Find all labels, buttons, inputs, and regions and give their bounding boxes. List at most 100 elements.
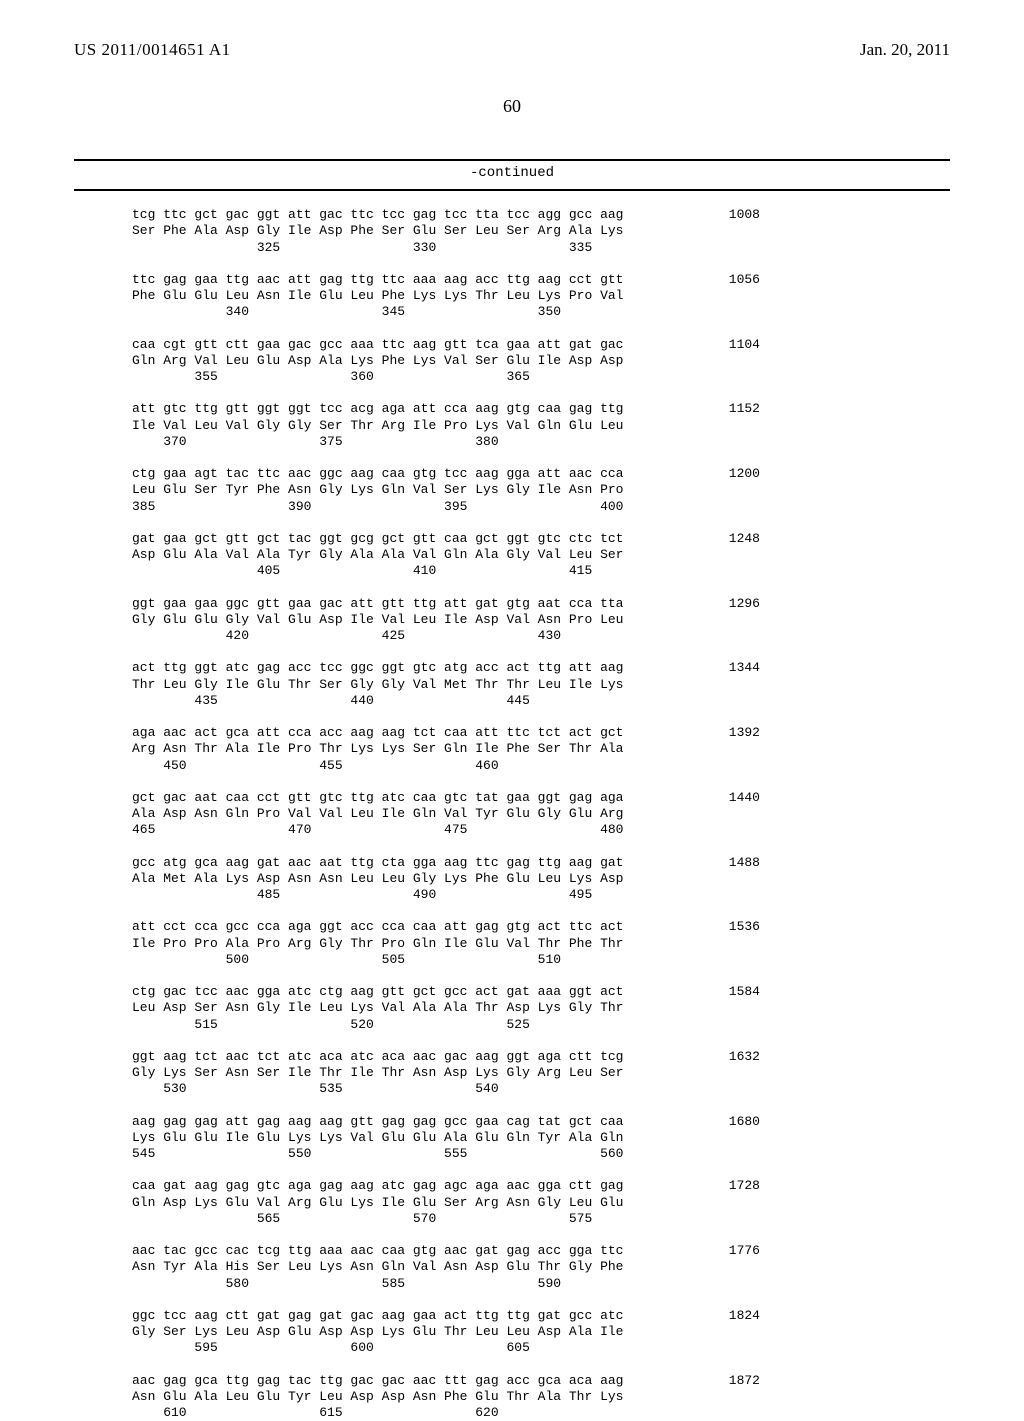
publication-number: US 2011/0014651 A1 <box>74 40 231 60</box>
codon-line: ctg gaa agt tac ttc aac ggc aag caa gtg … <box>132 466 950 482</box>
sequence-block: 1008tcg ttc gct gac ggt att gac ttc tcc … <box>132 207 950 256</box>
position-markers: 610 615 620 <box>132 1405 950 1421</box>
sequence-block: 1776aac tac gcc cac tcg ttg aaa aac caa … <box>132 1243 950 1292</box>
codon-line: aag gag gag att gag aag aag gtt gag gag … <box>132 1114 950 1130</box>
sequence-block: 1392aga aac act gca att cca acc aag aag … <box>132 725 950 774</box>
amino-acid-line: Leu Asp Ser Asn Gly Ile Leu Lys Val Ala … <box>132 1000 950 1016</box>
sequence-block: 1632ggt aag tct aac tct atc aca atc aca … <box>132 1049 950 1098</box>
codon-line: act ttg ggt atc gag acc tcc ggc ggt gtc … <box>132 660 950 676</box>
position-markers: 420 425 430 <box>132 628 950 644</box>
position-markers: 500 505 510 <box>132 952 950 968</box>
amino-acid-line: Ala Met Ala Lys Asp Asn Asn Leu Leu Gly … <box>132 871 950 887</box>
publication-date: Jan. 20, 2011 <box>860 40 950 60</box>
position-markers: 580 585 590 <box>132 1276 950 1292</box>
amino-acid-line: Phe Glu Glu Leu Asn Ile Glu Leu Phe Lys … <box>132 288 950 304</box>
amino-acid-line: Ser Phe Ala Asp Gly Ile Asp Phe Ser Glu … <box>132 223 950 239</box>
codon-line: ggc tcc aag ctt gat gag gat gac aag gaa … <box>132 1308 950 1324</box>
sequence-block: 1344act ttg ggt atc gag acc tcc ggc ggt … <box>132 660 950 709</box>
nucleotide-position: 1296 <box>729 596 760 612</box>
sequence-block: 1296ggt gaa gaa ggc gtt gaa gac att gtt … <box>132 596 950 645</box>
sequence-block: 1248gat gaa gct gtt gct tac ggt gcg gct … <box>132 531 950 580</box>
amino-acid-line: Ile Val Leu Val Gly Gly Ser Thr Arg Ile … <box>132 418 950 434</box>
position-markers: 465 470 475 480 <box>132 822 950 838</box>
codon-line: gat gaa gct gtt gct tac ggt gcg gct gtt … <box>132 531 950 547</box>
nucleotide-position: 1632 <box>729 1049 760 1065</box>
amino-acid-line: Gln Asp Lys Glu Val Arg Glu Lys Ile Glu … <box>132 1195 950 1211</box>
nucleotide-position: 1584 <box>729 984 760 1000</box>
nucleotide-position: 1824 <box>729 1308 760 1324</box>
position-markers: 355 360 365 <box>132 369 950 385</box>
nucleotide-position: 1776 <box>729 1243 760 1259</box>
position-markers: 340 345 350 <box>132 304 950 320</box>
nucleotide-position: 1152 <box>729 401 760 417</box>
page-number: 60 <box>74 96 950 117</box>
codon-line: aga aac act gca att cca acc aag aag tct … <box>132 725 950 741</box>
codon-line: aac gag gca ttg gag tac ttg gac gac aac … <box>132 1373 950 1389</box>
nucleotide-position: 1680 <box>729 1114 760 1130</box>
amino-acid-line: Ala Asp Asn Gln Pro Val Val Leu Ile Gln … <box>132 806 950 822</box>
amino-acid-line: Gln Arg Val Leu Glu Asp Ala Lys Phe Lys … <box>132 353 950 369</box>
position-markers: 325 330 335 <box>132 240 950 256</box>
amino-acid-line: Asp Glu Ala Val Ala Tyr Gly Ala Ala Val … <box>132 547 950 563</box>
position-markers: 595 600 605 <box>132 1340 950 1356</box>
position-markers: 565 570 575 <box>132 1211 950 1227</box>
codon-line: ctg gac tcc aac gga atc ctg aag gtt gct … <box>132 984 950 1000</box>
rule-mid <box>74 189 950 191</box>
sequence-block: 1728caa gat aag gag gtc aga gag aag atc … <box>132 1178 950 1227</box>
position-markers: 545 550 555 560 <box>132 1146 950 1162</box>
sequence-block: 1056ttc gag gaa ttg aac att gag ttg ttc … <box>132 272 950 321</box>
sequence-block: 1104caa cgt gtt ctt gaa gac gcc aaa ttc … <box>132 337 950 386</box>
nucleotide-position: 1056 <box>729 272 760 288</box>
codon-line: tcg ttc gct gac ggt att gac ttc tcc gag … <box>132 207 950 223</box>
amino-acid-line: Thr Leu Gly Ile Glu Thr Ser Gly Gly Val … <box>132 677 950 693</box>
amino-acid-line: Arg Asn Thr Ala Ile Pro Thr Lys Lys Ser … <box>132 741 950 757</box>
codon-line: ggt gaa gaa ggc gtt gaa gac att gtt ttg … <box>132 596 950 612</box>
codon-line: ttc gag gaa ttg aac att gag ttg ttc aaa … <box>132 272 950 288</box>
position-markers: 370 375 380 <box>132 434 950 450</box>
nucleotide-position: 1488 <box>729 855 760 871</box>
codon-line: aac tac gcc cac tcg ttg aaa aac caa gtg … <box>132 1243 950 1259</box>
sequence-block: 1536att cct cca gcc cca aga ggt acc cca … <box>132 919 950 968</box>
nucleotide-position: 1008 <box>729 207 760 223</box>
nucleotide-position: 1536 <box>729 919 760 935</box>
nucleotide-position: 1200 <box>729 466 760 482</box>
sequence-listing: 1008tcg ttc gct gac ggt att gac ttc tcc … <box>74 207 950 1421</box>
rule-top <box>74 159 950 161</box>
amino-acid-line: Lys Glu Glu Ile Glu Lys Lys Val Glu Glu … <box>132 1130 950 1146</box>
nucleotide-position: 1104 <box>729 337 760 353</box>
codon-line: ggt aag tct aac tct atc aca atc aca aac … <box>132 1049 950 1065</box>
amino-acid-line: Gly Glu Glu Gly Val Glu Asp Ile Val Leu … <box>132 612 950 628</box>
position-markers: 450 455 460 <box>132 758 950 774</box>
sequence-block: 1584ctg gac tcc aac gga atc ctg aag gtt … <box>132 984 950 1033</box>
sequence-block: 1152att gtc ttg gtt ggt ggt tcc acg aga … <box>132 401 950 450</box>
sequence-block: 1824ggc tcc aag ctt gat gag gat gac aag … <box>132 1308 950 1357</box>
sequence-block: 1488gcc atg gca aag gat aac aat ttg cta … <box>132 855 950 904</box>
position-markers: 385 390 395 400 <box>132 499 950 515</box>
nucleotide-position: 1440 <box>729 790 760 806</box>
codon-line: caa cgt gtt ctt gaa gac gcc aaa ttc aag … <box>132 337 950 353</box>
nucleotide-position: 1344 <box>729 660 760 676</box>
codon-line: att cct cca gcc cca aga ggt acc cca caa … <box>132 919 950 935</box>
continued-label: -continued <box>74 165 950 181</box>
sequence-block: 1872aac gag gca ttg gag tac ttg gac gac … <box>132 1373 950 1421</box>
codon-line: gcc atg gca aag gat aac aat ttg cta gga … <box>132 855 950 871</box>
codon-line: att gtc ttg gtt ggt ggt tcc acg aga att … <box>132 401 950 417</box>
sequence-block: 1200ctg gaa agt tac ttc aac ggc aag caa … <box>132 466 950 515</box>
amino-acid-line: Asn Tyr Ala His Ser Leu Lys Asn Gln Val … <box>132 1259 950 1275</box>
nucleotide-position: 1248 <box>729 531 760 547</box>
amino-acid-line: Ile Pro Pro Ala Pro Arg Gly Thr Pro Gln … <box>132 936 950 952</box>
amino-acid-line: Leu Glu Ser Tyr Phe Asn Gly Lys Gln Val … <box>132 482 950 498</box>
nucleotide-position: 1872 <box>729 1373 760 1389</box>
position-markers: 485 490 495 <box>132 887 950 903</box>
position-markers: 405 410 415 <box>132 563 950 579</box>
sequence-block: 1680aag gag gag att gag aag aag gtt gag … <box>132 1114 950 1163</box>
amino-acid-line: Asn Glu Ala Leu Glu Tyr Leu Asp Asp Asn … <box>132 1389 950 1405</box>
nucleotide-position: 1392 <box>729 725 760 741</box>
position-markers: 515 520 525 <box>132 1017 950 1033</box>
codon-line: gct gac aat caa cct gtt gtc ttg atc caa … <box>132 790 950 806</box>
nucleotide-position: 1728 <box>729 1178 760 1194</box>
sequence-block: 1440gct gac aat caa cct gtt gtc ttg atc … <box>132 790 950 839</box>
position-markers: 530 535 540 <box>132 1081 950 1097</box>
amino-acid-line: Gly Ser Lys Leu Asp Glu Asp Asp Lys Glu … <box>132 1324 950 1340</box>
codon-line: caa gat aag gag gtc aga gag aag atc gag … <box>132 1178 950 1194</box>
